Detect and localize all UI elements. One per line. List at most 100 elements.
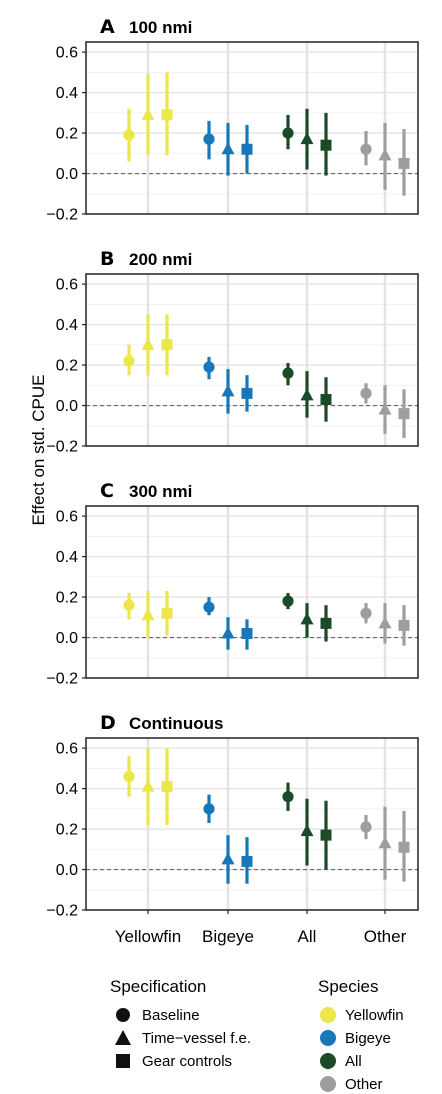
point-range: [378, 806, 392, 880]
point-range: [360, 131, 372, 166]
panel-title: 200 nmi: [129, 250, 192, 269]
panel-title: Continuous: [129, 714, 223, 733]
legend-label-gear-controls: Gear controls: [142, 1053, 232, 1070]
point-range: [123, 756, 135, 797]
legend-label-baseline: Baseline: [142, 1007, 200, 1024]
point-range: [203, 597, 215, 616]
point-range: [123, 344, 135, 376]
point-square: [320, 617, 332, 629]
legend-item-gear-controls: Gear controls: [116, 1053, 232, 1070]
panel-letter: B: [100, 248, 114, 270]
point-circle: [360, 821, 372, 833]
point-range: [378, 603, 392, 644]
point-square: [161, 339, 173, 351]
point-square: [320, 139, 332, 151]
point-range: [221, 835, 235, 884]
plot-background: [86, 506, 418, 678]
point-range: [241, 619, 253, 650]
panels: A 100 nmi 0.6 0.4 0.2 0.0 −0.2 B 200 nmi 0.6 0.4 0.…: [46, 16, 419, 920]
legend-specification-title: Specification: [110, 977, 206, 996]
legend-item-baseline: Baseline: [116, 1007, 200, 1024]
legend-swatch-icon: [320, 1030, 336, 1046]
point-range: [161, 314, 173, 376]
panel-a: A 100 nmi 0.6 0.4 0.2 0.0 −0.2: [46, 16, 419, 224]
legend-species-label: All: [345, 1053, 362, 1070]
legend-species-label: Bigeye: [345, 1030, 391, 1047]
point-triangle: [221, 384, 235, 397]
y-tick-label: 0.4: [56, 317, 78, 334]
y-tick-label: 0.4: [56, 781, 78, 798]
point-circle: [360, 387, 372, 399]
legend-species-item: Yellowfin: [320, 1007, 404, 1024]
point-range: [300, 603, 314, 638]
point-triangle: [141, 107, 155, 120]
point-range: [300, 798, 314, 866]
point-range: [221, 617, 235, 650]
point-circle: [282, 127, 294, 139]
point-square: [241, 387, 253, 399]
panel-frame: [85, 273, 419, 447]
point-range: [378, 385, 392, 434]
y-tick-label: −0.2: [46, 903, 78, 920]
point-square: [398, 619, 410, 631]
plot-background: [86, 274, 418, 446]
point-range: [141, 748, 155, 826]
y-tick-label: 0.2: [56, 822, 78, 839]
y-tick-label: −0.2: [46, 439, 78, 456]
legend-swatch-icon: [320, 1076, 336, 1092]
legend-circle-icon: [116, 1008, 130, 1022]
y-tick-label: 0.2: [56, 590, 78, 607]
panel-frame: [85, 505, 419, 679]
point-triangle: [378, 402, 392, 415]
point-circle: [282, 367, 294, 379]
point-triangle: [378, 616, 392, 629]
point-range: [141, 590, 155, 638]
legend-triangle-icon: [115, 1030, 131, 1045]
y-tick-label: 0.6: [56, 45, 78, 62]
x-tick-label: Yellowfin: [115, 927, 181, 946]
y-tick-label: 0.0: [56, 862, 78, 879]
point-range: [320, 377, 332, 422]
y-tick-label: 0.0: [56, 166, 78, 183]
y-tick-label: −0.2: [46, 671, 78, 688]
y-tick-label: 0.2: [56, 126, 78, 143]
point-triangle: [300, 612, 314, 625]
point-triangle: [221, 142, 235, 155]
point-square: [241, 627, 253, 639]
legend-species-title: Species: [318, 977, 378, 996]
plot-background: [86, 42, 418, 214]
legend-label-time-vessel: Time−vessel f.e.: [142, 1030, 251, 1047]
point-range: [141, 74, 155, 156]
point-circle: [360, 607, 372, 619]
point-square: [398, 841, 410, 853]
y-tick-label: 0.6: [56, 741, 78, 758]
panel-letter: D: [100, 712, 116, 734]
legend-species-item: All: [320, 1053, 362, 1070]
panel-frame: [85, 737, 419, 911]
panel-frame: [85, 41, 419, 215]
point-range: [378, 122, 392, 190]
point-square: [241, 855, 253, 867]
point-range: [398, 810, 410, 882]
point-square: [241, 143, 253, 155]
point-circle: [203, 361, 215, 373]
point-range: [398, 389, 410, 438]
y-tick-label: 0.4: [56, 85, 78, 102]
panel-c: C 300 nmi 0.6 0.4 0.2 0.0 −0.2: [46, 480, 419, 688]
point-range: [241, 375, 253, 412]
panel-title: 300 nmi: [129, 482, 192, 501]
y-tick-label: 0.4: [56, 549, 78, 566]
point-triangle: [300, 388, 314, 401]
point-triangle: [141, 779, 155, 792]
panel-b: B 200 nmi 0.6 0.4 0.2 0.0 −0.2: [46, 248, 419, 456]
point-range: [203, 120, 215, 160]
point-triangle: [141, 337, 155, 350]
point-range: [300, 371, 314, 418]
point-range: [398, 129, 410, 196]
point-triangle: [141, 608, 155, 621]
point-square: [398, 408, 410, 420]
point-range: [241, 124, 253, 174]
point-range: [221, 369, 235, 414]
point-range: [320, 605, 332, 642]
